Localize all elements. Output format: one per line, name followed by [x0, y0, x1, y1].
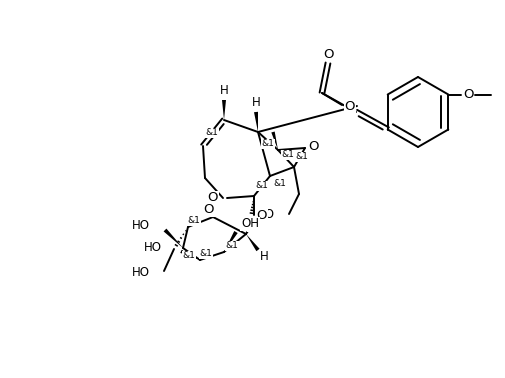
Text: &1: &1 [273, 180, 286, 189]
Polygon shape [254, 112, 258, 132]
Text: O: O [462, 88, 473, 101]
Text: HO: HO [132, 266, 149, 279]
Text: H: H [259, 249, 268, 262]
Text: &1: &1 [295, 152, 308, 161]
Text: H: H [219, 85, 228, 98]
Text: O: O [204, 203, 214, 217]
Text: &1: &1 [205, 129, 218, 138]
Text: HO: HO [257, 209, 274, 222]
Text: O: O [323, 48, 334, 60]
Polygon shape [222, 100, 226, 120]
Text: OH: OH [240, 217, 259, 231]
Text: H: H [247, 218, 256, 231]
Text: HO: HO [132, 220, 149, 232]
Text: O: O [308, 141, 319, 153]
Text: H: H [251, 96, 260, 110]
Polygon shape [245, 234, 259, 251]
Text: &1: &1 [247, 222, 260, 231]
Text: O: O [256, 209, 267, 223]
Text: &1: &1 [255, 181, 268, 191]
Polygon shape [163, 229, 183, 248]
Polygon shape [224, 231, 237, 252]
Polygon shape [271, 132, 277, 150]
Text: &1: &1 [187, 217, 200, 226]
Text: &1: &1 [281, 150, 294, 160]
Text: &1: &1 [199, 249, 212, 259]
Text: &1: &1 [225, 242, 238, 251]
Text: &1: &1 [261, 139, 274, 149]
Text: O: O [208, 192, 218, 204]
Text: &1: &1 [182, 251, 195, 260]
Text: O: O [344, 99, 355, 113]
Text: HO: HO [144, 242, 162, 254]
